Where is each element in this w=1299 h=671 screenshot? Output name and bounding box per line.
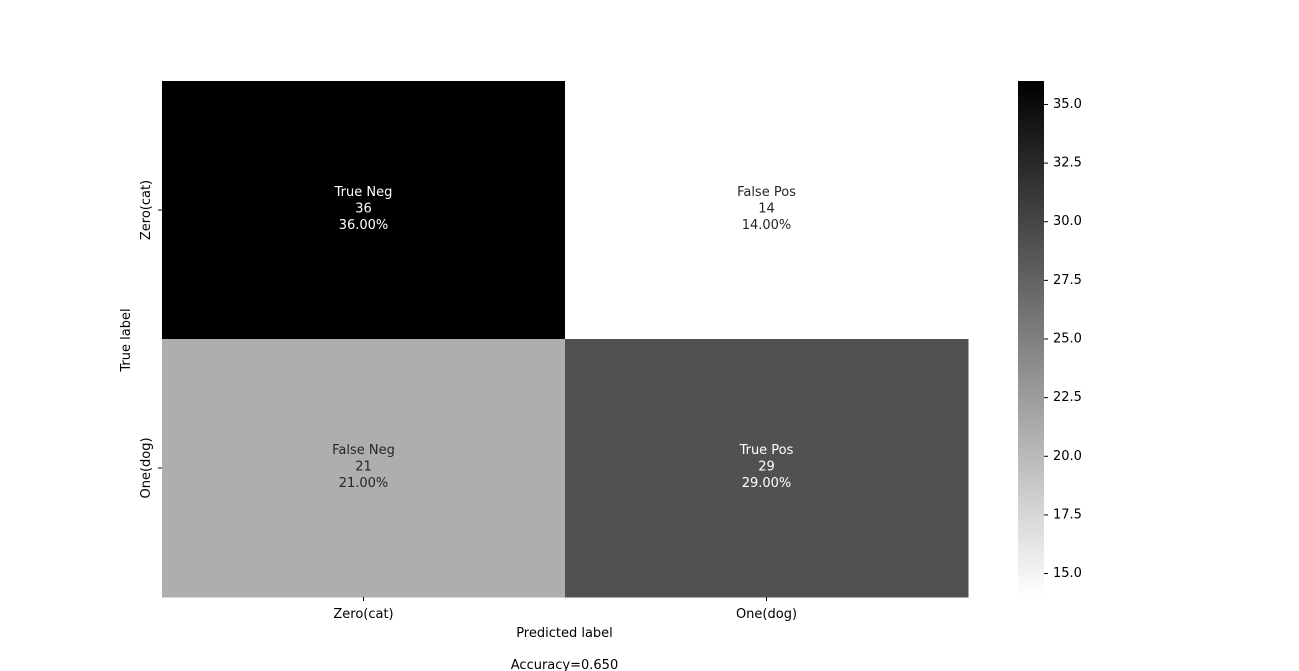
colorbar-tick-label: 17.5: [1053, 507, 1082, 522]
y-axis: Zero(cat) One(dog): [139, 180, 162, 499]
colorbar-tick-label: 15.0: [1053, 566, 1082, 581]
heatmap-cell: [565, 339, 969, 598]
cell-value-label: 29: [758, 460, 775, 475]
y-axis-label: True label: [119, 308, 134, 372]
cell-value-label: 14: [758, 202, 775, 217]
heatmap-cell: [162, 81, 566, 340]
cell-value-label: 21: [355, 460, 372, 475]
cell-name-label: False Pos: [737, 185, 796, 200]
accuracy-annotation: Accuracy=0.650: [511, 658, 618, 671]
x-tick-label: Zero(cat): [333, 607, 393, 622]
colorbar-tick-label: 35.0: [1053, 97, 1082, 112]
heatmap-cells: [162, 81, 969, 598]
colorbar-tick-label: 22.5: [1053, 390, 1082, 405]
cell-value-label: 36: [355, 202, 372, 217]
cell-percent-label: 14.00%: [742, 218, 792, 233]
heatmap-cell: [565, 81, 969, 340]
heatmap-cell: [162, 339, 566, 598]
cell-name-label: False Neg: [332, 443, 395, 458]
colorbar-tick-label: 30.0: [1053, 214, 1082, 229]
cell-percent-label: 21.00%: [339, 476, 389, 491]
x-axis-label: Predicted label: [516, 626, 613, 641]
colorbar-tick-label: 25.0: [1053, 332, 1082, 347]
colorbar-tick-label: 20.0: [1053, 449, 1082, 464]
cell-name-label: True Neg: [334, 185, 393, 200]
cell-name-label: True Pos: [739, 443, 794, 458]
y-tick-label: One(dog): [139, 437, 154, 498]
y-tick-label: Zero(cat): [139, 180, 154, 240]
x-axis: Zero(cat) One(dog): [333, 597, 797, 622]
colorbar-tick-label: 32.5: [1053, 156, 1082, 171]
colorbar-gradient: [1018, 81, 1044, 597]
x-tick-label: One(dog): [736, 607, 797, 622]
colorbar-tick-label: 27.5: [1053, 273, 1082, 288]
cell-percent-label: 36.00%: [339, 218, 389, 233]
cell-percent-label: 29.00%: [742, 476, 792, 491]
colorbar: 15.0 17.5 20.0 22.5 25.0 27.5 30.0 32.5 35.0: [1018, 81, 1082, 597]
